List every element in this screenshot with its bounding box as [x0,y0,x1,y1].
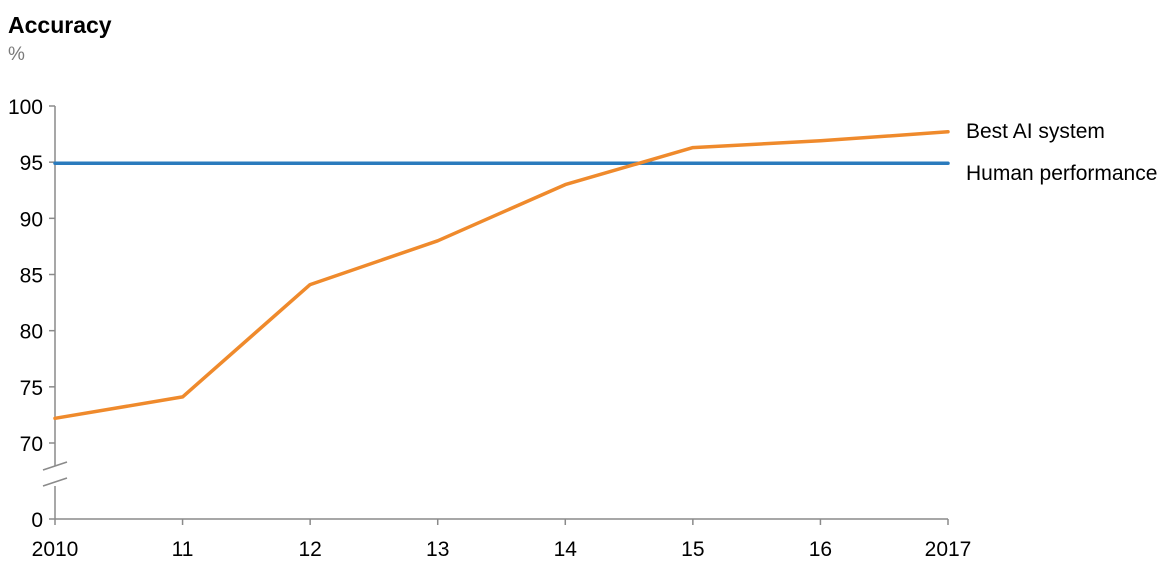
x-tick-label: 12 [298,538,321,561]
axes: 0 70 75 80 85 90 95 100 2010 11 12 13 14 15 16 2017 [8,96,971,561]
legend-label-best-ai-system: Best AI system [966,120,1105,143]
series-layer [53,130,950,421]
y-tick-label: 95 [20,152,43,175]
x-tick-label: 13 [426,538,449,561]
y-tick-label: 0 [31,509,43,532]
chart-title: Accuracy [8,12,112,38]
y-tick-label: 85 [20,265,43,288]
y-tick-label: 80 [20,321,43,344]
y-axis-break-marker [41,461,69,487]
legend: Best AI system Human performance [966,120,1157,185]
y-tick-label: 90 [20,208,43,231]
x-tick-label: 11 [172,538,194,561]
y-tick-label: 75 [20,377,43,400]
y-axis-unit: % [8,44,25,65]
x-tick-label: 2010 [32,538,79,561]
x-tick-label: 2017 [925,538,972,561]
x-tick-label: 16 [809,538,832,561]
x-tick-label: 14 [554,538,578,561]
series-line-best-ai-system [53,130,950,421]
y-tick-label: 70 [20,433,43,456]
y-tick-label: 100 [8,96,43,119]
x-tick-label: 15 [681,538,704,561]
legend-label-human-performance: Human performance [966,162,1157,185]
